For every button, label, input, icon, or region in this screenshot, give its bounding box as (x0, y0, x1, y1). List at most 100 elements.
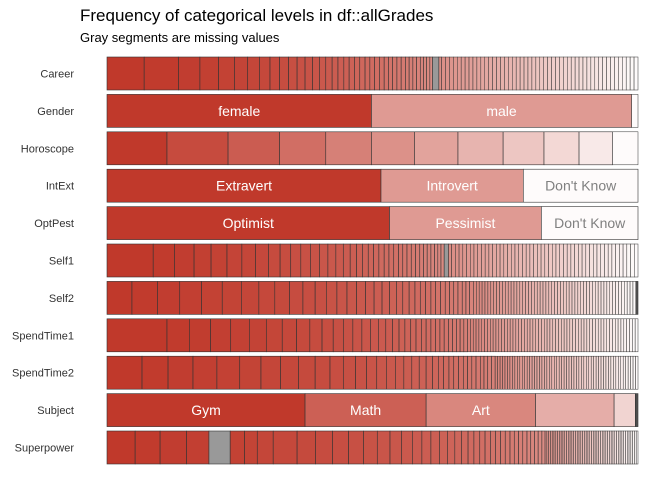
level-segment (352, 318, 363, 353)
level-segment (210, 243, 228, 278)
level-segment (239, 355, 262, 390)
level-segment (600, 281, 605, 315)
level-segment (595, 318, 599, 353)
row-label: Gender (37, 106, 74, 118)
level-segment (430, 243, 435, 278)
level-segment (471, 355, 477, 390)
level-segment (476, 56, 482, 91)
level-segment (600, 355, 604, 390)
level-segment (421, 318, 427, 353)
level-segment (408, 56, 414, 91)
level-segment (605, 355, 609, 390)
level-segment (432, 355, 439, 390)
level-segment (594, 430, 598, 465)
level-segment (574, 56, 580, 91)
level-segment (546, 430, 549, 465)
row-spendtime1: SpendTime1 (12, 318, 639, 353)
level-segment (473, 430, 481, 465)
level-segment (543, 56, 548, 91)
level-segment (504, 318, 508, 353)
level-segment (484, 243, 490, 278)
level-segment (325, 56, 333, 91)
level-segment (423, 243, 428, 278)
level-segment (403, 355, 413, 390)
level-segment (509, 355, 513, 390)
row-horoscope: Horoscope (21, 131, 639, 166)
segment-label: Extravert (216, 178, 272, 194)
level-segment (545, 281, 550, 315)
level-segment (419, 281, 426, 315)
row-spendtime2: SpendTime2 (12, 355, 639, 390)
level-segment (572, 318, 576, 353)
level-segment (359, 56, 366, 91)
level-segment (405, 56, 410, 91)
level-segment (603, 318, 607, 353)
missing-segment (443, 243, 449, 278)
level-segment (500, 56, 505, 91)
level-segment (559, 243, 564, 278)
level-segment (630, 243, 635, 278)
level-segment (453, 56, 458, 91)
level-segment (550, 430, 553, 465)
level-segment (519, 56, 525, 91)
level-segment (566, 243, 572, 278)
level-segment (418, 355, 427, 390)
level-segment (568, 355, 572, 390)
level-segment (492, 243, 497, 278)
level-segment (319, 56, 327, 91)
level-segment (241, 281, 260, 315)
level-segment (477, 243, 482, 278)
level-segment (400, 56, 406, 91)
level-segment (106, 393, 306, 427)
level-segment (578, 355, 582, 390)
segment-label: Art (472, 402, 490, 418)
level-segment (289, 281, 304, 315)
level-segment (517, 355, 521, 390)
level-segment (331, 56, 339, 91)
level-segment (468, 56, 474, 91)
level-segment (551, 430, 555, 465)
level-segment (592, 281, 596, 315)
level-segment (540, 243, 546, 278)
level-segment (514, 243, 519, 278)
level-segment (519, 355, 523, 390)
level-segment (312, 56, 320, 91)
level-segment (247, 56, 260, 91)
level-segment (493, 281, 497, 315)
level-segment (143, 56, 179, 91)
level-segment (606, 318, 610, 353)
level-segment (576, 355, 580, 390)
level-segment (618, 355, 622, 390)
level-segment (255, 243, 269, 278)
level-segment (581, 355, 585, 390)
level-segment (441, 56, 446, 91)
level-segment (260, 355, 281, 390)
level-segment (410, 318, 417, 353)
level-segment (544, 318, 548, 353)
level-segment (612, 318, 616, 353)
level-segment (570, 243, 575, 278)
level-segment (475, 318, 480, 353)
level-segment (488, 56, 493, 91)
level-segment (410, 243, 416, 278)
level-segment (425, 318, 432, 353)
level-segment (364, 56, 371, 91)
level-segment (580, 318, 585, 353)
row-label: SpendTime2 (12, 368, 74, 380)
level-segment (597, 318, 602, 353)
level-segment (507, 243, 512, 278)
level-segment (210, 318, 232, 353)
level-segment (630, 355, 634, 390)
level-segment (234, 56, 249, 91)
level-segment (298, 355, 316, 390)
level-segment (361, 318, 371, 353)
level-segment (513, 430, 519, 465)
level-segment (582, 430, 585, 465)
level-segment (624, 281, 628, 315)
level-segment (226, 243, 243, 278)
level-segment (445, 56, 450, 91)
level-segment (512, 56, 517, 91)
level-segment (521, 318, 525, 353)
level-segment (279, 56, 289, 91)
level-segment (549, 318, 554, 353)
